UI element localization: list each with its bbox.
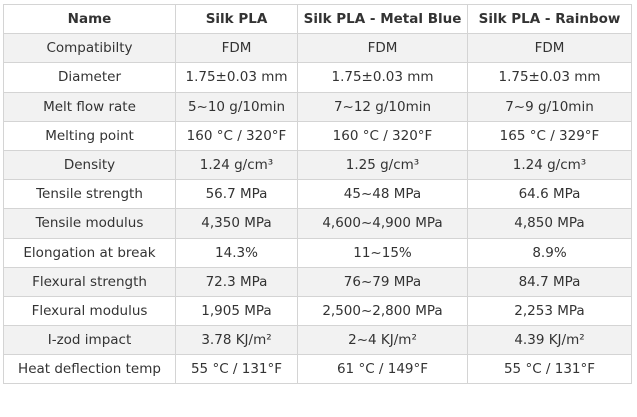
table-cell: 2~4 KJ/m² [297, 325, 468, 356]
table-cell: 1,905 MPa [175, 295, 298, 327]
table-cell: 1.25 g/cm³ [297, 149, 468, 181]
table-cell: 165 °C / 329°F [467, 120, 632, 151]
table-row: Flexural modulus 1,905 MPa 2,500~2,800 MPa… [3, 295, 632, 327]
table-cell: 3.78 KJ/m² [175, 325, 298, 356]
table-row: Compatibilty FDM FDM FDM [3, 33, 632, 64]
table-row: I-zod impact 3.78 KJ/m² 2~4 KJ/m² 4.39 KJ/m… [3, 325, 632, 356]
row-label: Flexural modulus [3, 295, 176, 327]
row-label: Tensile modulus [3, 208, 176, 239]
table-row: Density 1.24 g/cm³ 1.25 g/cm³ 1.24 g/cm³ [3, 149, 632, 181]
table-cell: 11~15% [297, 237, 468, 268]
row-label: Tensile strength [3, 179, 176, 210]
table-cell: 2,253 MPa [467, 295, 632, 327]
table-cell: 55 °C / 131°F [467, 354, 632, 385]
table-cell: FDM [175, 33, 298, 64]
table-cell: 4,850 MPa [467, 208, 632, 239]
table-cell: 7~9 g/10min [467, 91, 632, 122]
table-cell: FDM [467, 33, 632, 64]
header-cell: Name [3, 3, 176, 35]
table-row: Heat deflection temp 55 °C / 131°F 61 °C /… [3, 354, 632, 385]
table-cell: 45~48 MPa [297, 179, 468, 210]
table-cell: 2,500~2,800 MPa [297, 295, 468, 327]
table-cell: 1.75±0.03 mm [467, 62, 632, 93]
table-row: Diameter 1.75±0.03 mm 1.75±0.03 mm 1.75±0.0… [3, 62, 632, 93]
table-cell: 1.24 g/cm³ [467, 149, 632, 181]
row-label: Elongation at break [3, 237, 176, 268]
row-label: Density [3, 149, 176, 181]
table-cell: 7~12 g/10min [297, 91, 468, 122]
table-cell: 1.24 g/cm³ [175, 149, 298, 181]
table-cell: 72.3 MPa [175, 266, 298, 297]
table-body: Compatibilty FDM FDM FDM Diameter 1.75±0.03 m… [3, 33, 632, 385]
spec-table: Name Silk PLA Silk PLA - Metal Blue Silk PL… [3, 3, 632, 385]
table-cell: 160 °C / 320°F [297, 120, 468, 151]
header-cell: Silk PLA - Rainbow [467, 3, 632, 35]
row-label: I-zod impact [3, 325, 176, 356]
table-cell: 56.7 MPa [175, 179, 298, 210]
table-cell: 4,600~4,900 MPa [297, 208, 468, 239]
table-row: Elongation at break 14.3% 11~15% 8.9% [3, 237, 632, 268]
table-row: Tensile strength 56.7 MPa 45~48 MPa 64.6 MP… [3, 179, 632, 210]
table-cell: 4.39 KJ/m² [467, 325, 632, 356]
row-label: Compatibilty [3, 33, 176, 64]
table-row: Melt flow rate 5~10 g/10min 7~12 g/10min 7~… [3, 91, 632, 122]
table-cell: 1.75±0.03 mm [175, 62, 298, 93]
table-cell: 160 °C / 320°F [175, 120, 298, 151]
table-cell: 55 °C / 131°F [175, 354, 298, 385]
row-label: Melting point [3, 120, 176, 151]
row-label: Flexural strength [3, 266, 176, 297]
table-cell: FDM [297, 33, 468, 64]
table-cell: 5~10 g/10min [175, 91, 298, 122]
table-row: Flexural strength 72.3 MPa 76~79 MPa 84.7 M… [3, 266, 632, 297]
row-label: Melt flow rate [3, 91, 176, 122]
table-cell: 76~79 MPa [297, 266, 468, 297]
table-cell: 14.3% [175, 237, 298, 268]
row-label: Diameter [3, 62, 176, 93]
table-cell: 1.75±0.03 mm [297, 62, 468, 93]
table-cell: 8.9% [467, 237, 632, 268]
header-row: Name Silk PLA Silk PLA - Metal Blue Silk PL… [3, 3, 632, 35]
row-label: Heat deflection temp [3, 354, 176, 385]
header-cell: Silk PLA [175, 3, 298, 35]
table-cell: 4,350 MPa [175, 208, 298, 239]
table-row: Tensile modulus 4,350 MPa 4,600~4,900 MPa 4… [3, 208, 632, 239]
table-cell: 84.7 MPa [467, 266, 632, 297]
table-row: Melting point 160 °C / 320°F 160 °C / 320°… [3, 120, 632, 151]
table-cell: 64.6 MPa [467, 179, 632, 210]
table-cell: 61 °C / 149°F [297, 354, 468, 385]
header-cell: Silk PLA - Metal Blue [297, 3, 468, 35]
